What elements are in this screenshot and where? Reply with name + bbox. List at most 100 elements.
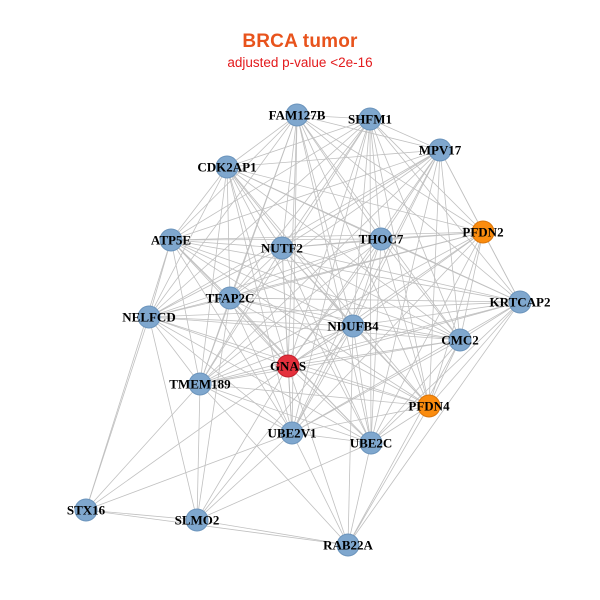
- edge-NUTF2-NELFCD: [148, 247, 283, 318]
- edge-CMC2-UBE2V1: [291, 339, 461, 434]
- node-KRTCAP2: [508, 290, 532, 314]
- edge-SLMO2-NDUFB4: [196, 325, 354, 521]
- node-label-CDK2AP1: CDK2AP1: [197, 160, 256, 175]
- edge-KRTCAP2-TFAP2C: [229, 297, 521, 303]
- edge-THOC7-NDUFB4: [352, 238, 382, 327]
- node-TMEM189: [188, 372, 212, 396]
- edge-THOC7-UBE2C: [370, 238, 382, 444]
- edge-PFDN2-PFDN4: [428, 231, 484, 407]
- edge-MPV17-NELFCD: [148, 149, 441, 318]
- node-NUTF2: [270, 236, 294, 260]
- edge-CDK2AP1-PFDN2: [226, 166, 484, 233]
- edge-RAB22A-UBE2V1: [291, 432, 349, 546]
- node-STX16: [74, 498, 98, 522]
- edge-ATP5E-UBE2V1: [170, 239, 293, 434]
- node-label-NDUFB4: NDUFB4: [327, 319, 379, 334]
- edge-FAM127B-CDK2AP1: [226, 114, 298, 168]
- edge-NELFCD-CMC2: [148, 316, 461, 341]
- edge-SHFM1-CDK2AP1: [226, 118, 371, 168]
- edge-MPV17-THOC7: [380, 149, 441, 240]
- edge-FAM127B-PFDN2: [296, 114, 484, 233]
- edge-RAB22A-GNAS: [287, 365, 349, 546]
- node-label-PFDN4: PFDN4: [408, 399, 450, 414]
- edge-MPV17-TFAP2C: [229, 149, 441, 299]
- edge-KRTCAP2-CMC2: [459, 301, 521, 341]
- edge-PFDN2-ATP5E: [170, 231, 484, 241]
- edge-FAM127B-NELFCD: [148, 114, 298, 318]
- edge-FAM127B-SHFM1: [296, 114, 371, 120]
- edge-RAB22A-UBE2C: [347, 442, 372, 546]
- node-TFAP2C: [218, 286, 242, 310]
- edge-SHFM1-NDUFB4: [352, 118, 371, 327]
- figure-title: BRCA tumor: [242, 31, 358, 52]
- edge-NUTF2-KRTCAP2: [281, 247, 521, 303]
- edge-SHFM1-ATP5E: [170, 118, 371, 241]
- edge-MPV17-NUTF2: [281, 149, 441, 249]
- node-UBE2V1: [280, 421, 304, 445]
- edge-FAM127B-NDUFB4: [296, 114, 354, 327]
- node-label-RAB22A: RAB22A: [323, 538, 373, 553]
- edge-TMEM189-PFDN4: [199, 383, 430, 407]
- node-label-SLMO2: SLMO2: [175, 513, 220, 528]
- node-label-STX16: STX16: [67, 503, 106, 518]
- edge-THOC7-NELFCD: [148, 238, 382, 318]
- edge-SHFM1-UBE2V1: [291, 118, 371, 434]
- edge-MPV17-CDK2AP1: [226, 149, 441, 168]
- edge-UBE2V1-UBE2C: [291, 432, 372, 444]
- edge-KRTCAP2-UBE2V1: [291, 301, 521, 434]
- edge-CDK2AP1-TMEM189: [199, 166, 228, 385]
- node-UBE2C: [359, 431, 383, 455]
- edge-CMC2-PFDN4: [428, 339, 461, 407]
- edge-CDK2AP1-PFDN4: [226, 166, 430, 407]
- edge-PFDN2-GNAS: [287, 231, 484, 367]
- edge-TMEM189-UBE2V1: [199, 383, 293, 434]
- edge-FAM127B-PFDN4: [296, 114, 430, 407]
- edge-TFAP2C-UBE2C: [229, 297, 372, 444]
- edge-ATP5E-CMC2: [170, 239, 461, 341]
- edge-MPV17-GNAS: [287, 149, 441, 367]
- edge-GNAS-TMEM189: [199, 365, 289, 385]
- edge-ATP5E-NUTF2: [170, 239, 283, 249]
- node-NDUFB4: [341, 314, 365, 338]
- edge-NUTF2-TFAP2C: [229, 247, 283, 299]
- edge-RAB22A-NDUFB4: [347, 325, 354, 546]
- edge-PFDN4-UBE2V1: [291, 405, 430, 434]
- node-label-FAM127B: FAM127B: [269, 108, 326, 123]
- edge-ATP5E-NDUFB4: [170, 239, 354, 327]
- node-THOC7: [369, 227, 393, 251]
- edge-CMC2-TMEM189: [199, 339, 461, 385]
- edge-FAM127B-CMC2: [296, 114, 461, 341]
- node-label-SHFM1: SHFM1: [348, 112, 392, 127]
- edge-TFAP2C-NELFCD: [148, 297, 231, 318]
- node-label-TFAP2C: TFAP2C: [206, 291, 255, 306]
- edge-CDK2AP1-TFAP2C: [226, 166, 231, 299]
- edge-PFDN2-NELFCD: [148, 231, 484, 318]
- edge-NUTF2-TMEM189: [199, 247, 283, 385]
- node-PFDN4: [417, 394, 441, 418]
- edge-CMC2-UBE2C: [370, 339, 461, 444]
- node-GNAS: [276, 354, 300, 378]
- node-FAM127B: [285, 103, 309, 127]
- edge-STX16-ATP5E: [85, 239, 172, 511]
- edge-SLMO2-TFAP2C: [196, 297, 231, 521]
- edge-MPV17-PFDN4: [428, 149, 441, 407]
- node-CDK2AP1: [215, 155, 239, 179]
- edge-SLMO2-UBE2C: [196, 442, 372, 521]
- edge-layer: [85, 114, 521, 546]
- node-SLMO2: [185, 508, 209, 532]
- edge-SHFM1-THOC7: [369, 118, 382, 240]
- edge-NELFCD-GNAS: [148, 316, 289, 367]
- edge-MPV17-UBE2C: [370, 149, 441, 444]
- node-label-KRTCAP2: KRTCAP2: [490, 295, 551, 310]
- edge-SLMO2-RAB22A: [196, 519, 349, 546]
- node-NELFCD: [137, 305, 161, 329]
- edge-CDK2AP1-ATP5E: [170, 166, 228, 241]
- node-label-UBE2V1: UBE2V1: [267, 426, 316, 441]
- edge-PFDN2-KRTCAP2: [482, 231, 521, 303]
- edge-RAB22A-PFDN4: [347, 405, 430, 546]
- edge-KRTCAP2-GNAS: [287, 301, 521, 367]
- node-label-THOC7: THOC7: [359, 232, 404, 247]
- edge-NELFCD-NDUFB4: [148, 316, 354, 327]
- node-RAB22A: [336, 533, 360, 557]
